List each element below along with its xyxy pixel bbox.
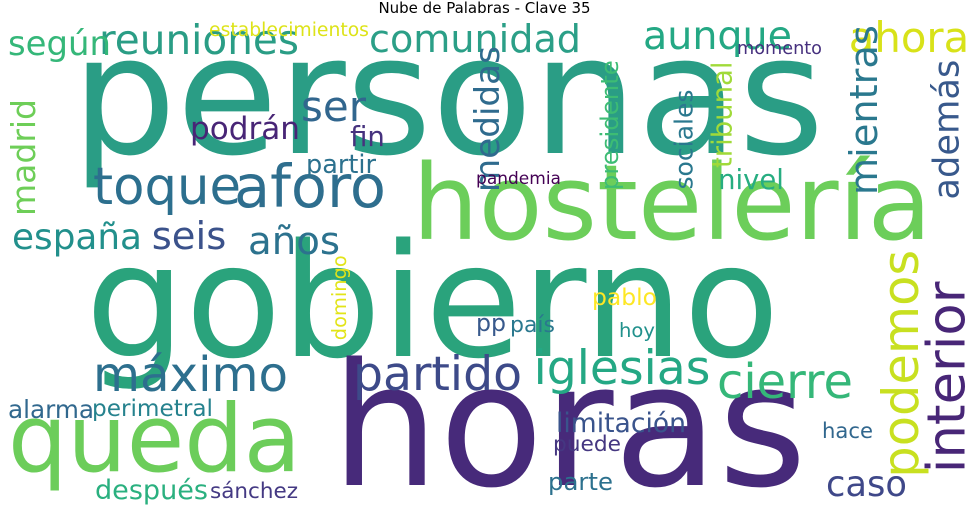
word-31: después xyxy=(95,474,208,505)
word-42: tribunal xyxy=(706,61,739,169)
word-3: hostelería xyxy=(412,142,932,265)
word-36: hace xyxy=(822,417,873,443)
word-33: limitación xyxy=(556,408,686,440)
word-4: queda xyxy=(8,384,301,494)
word-26: caso xyxy=(826,464,907,505)
word-35: parte xyxy=(548,467,613,497)
word-9: podemos xyxy=(872,250,931,478)
word-25: años xyxy=(248,219,340,265)
word-5: toque xyxy=(93,156,241,217)
word-15: ahora xyxy=(848,19,969,63)
word-30: hoy xyxy=(619,319,655,343)
word-49: establecimientos xyxy=(209,19,369,41)
word-47: pp xyxy=(476,308,506,337)
word-cloud: personas gobierno horas hostelería queda toqu… xyxy=(8,19,969,505)
word-21: además xyxy=(925,60,967,200)
word-1: gobierno xyxy=(85,210,780,394)
word-37: nivel xyxy=(718,163,784,196)
word-23: ser xyxy=(301,81,366,131)
word-29: perimetral xyxy=(92,395,213,423)
word-46: pablo xyxy=(592,282,657,311)
word-24: seis xyxy=(151,214,227,260)
word-39: partir xyxy=(306,149,376,180)
word-28: alarma xyxy=(8,394,94,424)
chart-title: Nube de Palabras - Clave 35 xyxy=(378,0,591,17)
word-32: sánchez xyxy=(210,478,298,504)
word-10: comunidad xyxy=(369,19,581,62)
word-48: país xyxy=(510,312,555,338)
word-40: fin xyxy=(350,120,385,153)
word-44: sociales xyxy=(668,90,698,190)
word-13: partido xyxy=(352,346,523,402)
word-18: mientras xyxy=(841,25,887,195)
word-43: presidente xyxy=(594,60,624,190)
word-12: iglesias xyxy=(533,340,711,396)
word-27: podrán xyxy=(190,110,300,147)
word-17: cierre xyxy=(717,354,853,410)
word-41: momento xyxy=(737,39,822,60)
word-7: máximo xyxy=(93,347,288,404)
word-14: aunque xyxy=(643,19,792,60)
word-20: madrid xyxy=(8,99,43,216)
word-38: pandemia xyxy=(476,169,561,190)
word-22: españa xyxy=(12,216,142,258)
word-6: aforo xyxy=(234,152,386,222)
word-16: según xyxy=(8,24,111,64)
word-34: puede xyxy=(553,431,621,457)
word-45: domingo xyxy=(327,255,351,340)
word-0: personas xyxy=(71,19,825,192)
word-11: reuniones xyxy=(99,19,299,65)
word-2: horas xyxy=(331,328,807,505)
